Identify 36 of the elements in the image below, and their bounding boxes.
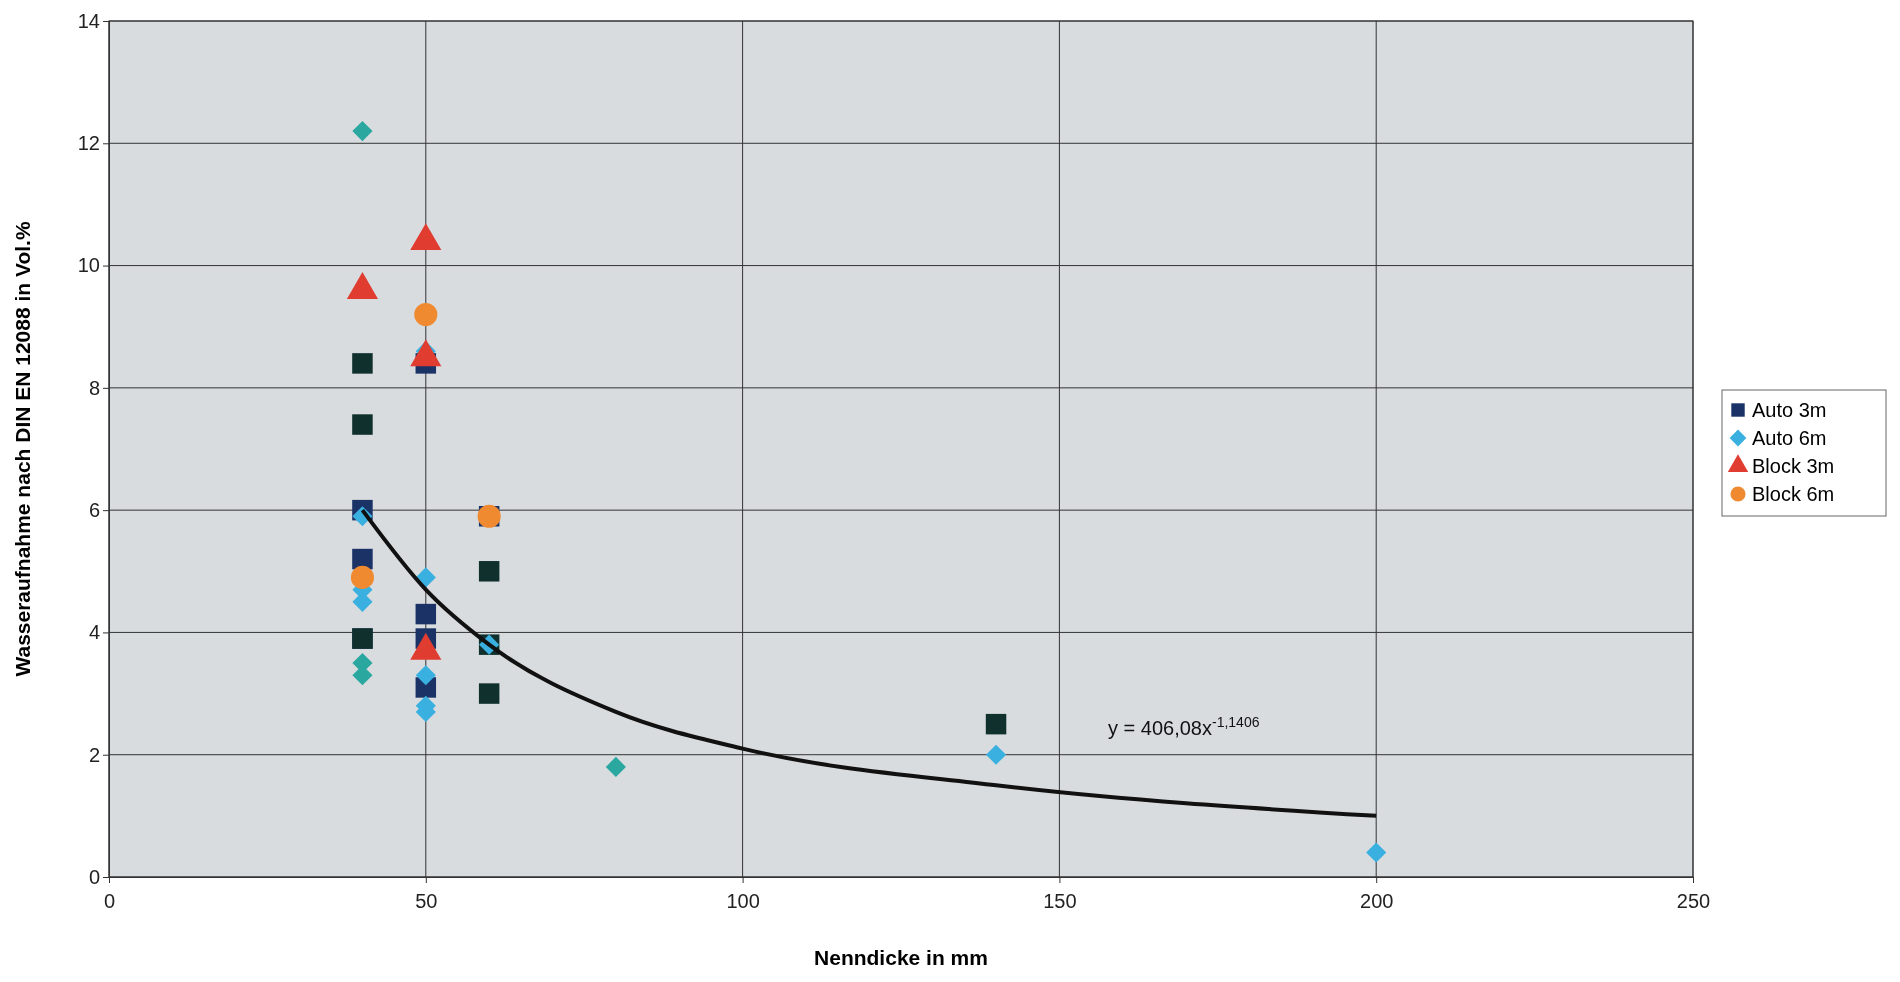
point: [985, 713, 1007, 735]
point: [350, 565, 374, 589]
point: [415, 665, 436, 686]
point: [1366, 842, 1387, 863]
x-tick-label: 200: [1360, 890, 1394, 912]
y-tick-label: 6: [88, 499, 100, 522]
y-tick-label: 12: [77, 132, 100, 155]
y-tick-label: 8: [88, 376, 100, 399]
point: [414, 302, 438, 327]
point: [415, 567, 436, 588]
point: [605, 756, 626, 778]
y-tick-label: 0: [88, 865, 100, 888]
x-tick-label: 250: [1676, 890, 1711, 912]
legend-label: Block 3m: [1752, 455, 1835, 477]
annotation: y = 406,08x$^{-1,1406}$: [1108, 714, 1260, 739]
point: [352, 120, 373, 142]
legend-label: Auto 3m: [1752, 399, 1827, 421]
y-tick-label: 10: [77, 254, 100, 277]
legend-label: Block 6m: [1752, 483, 1835, 505]
point: [352, 548, 373, 570]
point: [985, 744, 1007, 765]
y-axis-title: Wasseraufnahme nach DIN EN 12088 in Vol.%: [11, 221, 34, 677]
x-tick-label: 150: [1043, 890, 1077, 912]
y-tick-label: 14: [77, 9, 100, 32]
y-tick-label: 2: [88, 743, 100, 766]
point: [415, 603, 437, 625]
point: [352, 353, 373, 374]
point: [352, 414, 373, 435]
x-axis-title: Nenndicke in mm: [814, 946, 988, 969]
point: [478, 561, 500, 582]
legend-label: Auto 6m: [1752, 427, 1827, 449]
x-tick-label: 50: [415, 890, 438, 912]
x-tick-label: 100: [726, 890, 760, 912]
y-tick-label: 4: [88, 621, 100, 644]
point: [478, 683, 500, 704]
x-tick-label: 0: [103, 890, 116, 912]
